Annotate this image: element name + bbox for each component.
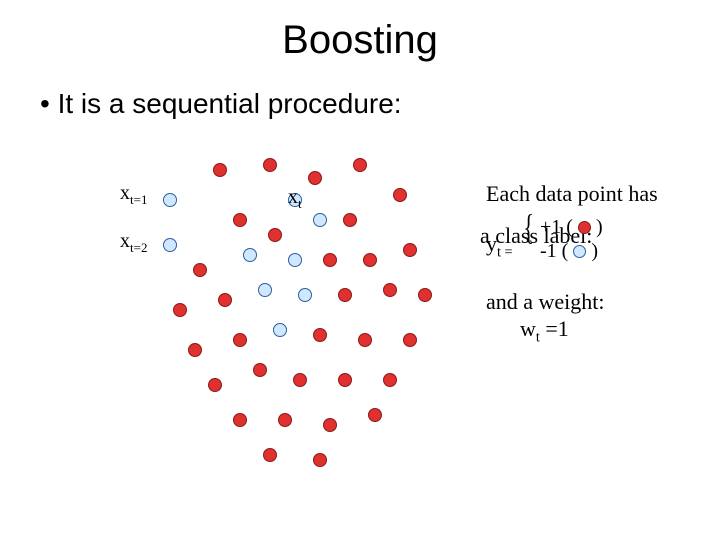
brace-icon: { <box>523 218 533 236</box>
red-point <box>383 283 397 297</box>
red-point <box>233 213 247 227</box>
blue-point <box>163 193 177 207</box>
red-point <box>343 213 357 227</box>
blue-point <box>288 253 302 267</box>
yt-definition: a class label: yt = { +1 ( ) -1 ( ) <box>486 216 716 266</box>
red-point <box>358 333 372 347</box>
red-point <box>253 363 267 377</box>
bullet-line: • It is a sequential procedure: <box>40 88 402 120</box>
red-point <box>268 228 282 242</box>
blue-point <box>298 288 312 302</box>
red-point <box>353 158 367 172</box>
each-point-line: Each data point has <box>486 180 716 208</box>
red-point <box>193 263 207 277</box>
red-point <box>383 373 397 387</box>
red-point <box>363 253 377 267</box>
red-dot-icon <box>578 221 591 234</box>
blue-dot-icon <box>573 245 586 258</box>
red-point <box>188 343 202 357</box>
red-point <box>313 328 327 342</box>
red-point <box>308 171 322 185</box>
red-point <box>208 378 222 392</box>
slide: Boosting • It is a sequential procedure:… <box>0 0 720 540</box>
label-xt2: xt=2 <box>120 230 147 256</box>
red-point <box>213 163 227 177</box>
red-point <box>393 188 407 202</box>
right-text: Each data point has a class label: yt = … <box>486 180 716 347</box>
red-point <box>323 253 337 267</box>
blue-point <box>163 238 177 252</box>
red-point <box>338 288 352 302</box>
red-point <box>263 158 277 172</box>
blue-point <box>273 323 287 337</box>
red-point <box>263 448 277 462</box>
red-point <box>173 303 187 317</box>
case-minus: -1 ( ) <box>540 240 603 264</box>
slide-title: Boosting <box>0 18 720 63</box>
blue-point <box>313 213 327 227</box>
yt-cases: +1 ( ) -1 ( ) <box>540 216 603 264</box>
label-xt1: xt=1 <box>120 182 147 208</box>
label-xt: xt <box>288 186 302 212</box>
weight-line1: and a weight: <box>486 288 716 316</box>
red-point <box>293 373 307 387</box>
case-plus: +1 ( ) <box>540 216 603 240</box>
red-point <box>403 243 417 257</box>
yt-symbol: yt = <box>486 230 513 262</box>
red-point <box>233 333 247 347</box>
scatter-plot: xt=1 xt=2 xt <box>110 140 450 480</box>
red-point <box>218 293 232 307</box>
red-point <box>278 413 292 427</box>
red-point <box>323 418 337 432</box>
blue-point <box>243 248 257 262</box>
red-point <box>233 413 247 427</box>
red-point <box>418 288 432 302</box>
red-point <box>338 373 352 387</box>
red-point <box>403 333 417 347</box>
blue-point <box>258 283 272 297</box>
red-point <box>368 408 382 422</box>
red-point <box>313 453 327 467</box>
weight-line2: wt =1 <box>486 315 716 347</box>
